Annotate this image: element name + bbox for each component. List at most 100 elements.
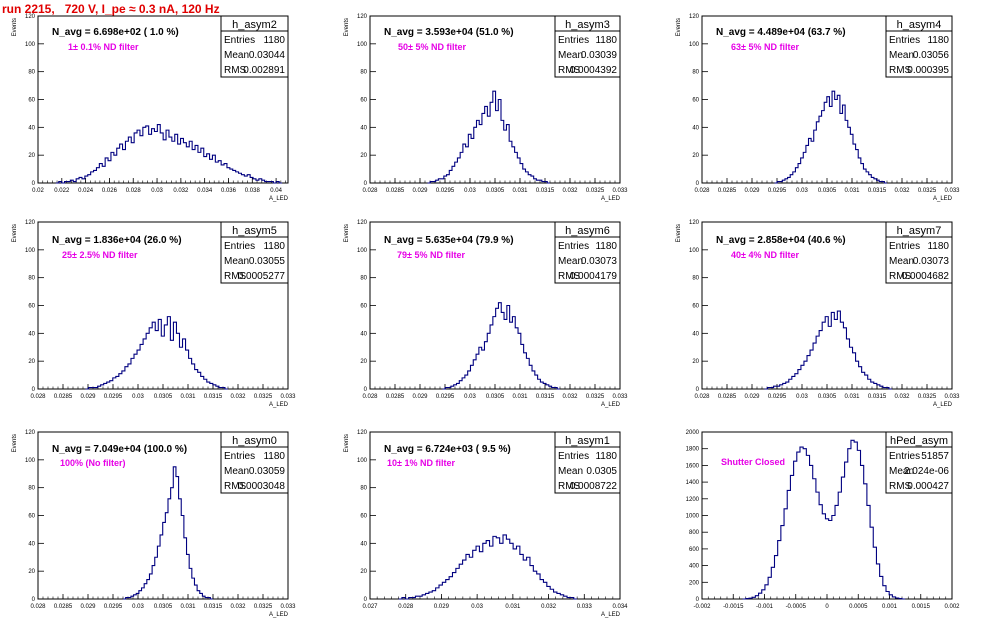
histogram-name: h_asym3: [565, 19, 610, 31]
stats-value-entries: 1180: [263, 241, 285, 252]
x-tick-label: 0.029: [434, 604, 450, 610]
x-tick-label: 0.0315: [868, 188, 887, 194]
stats-label-entries: Entries: [558, 241, 589, 252]
navg-label: N_avg = 3.593e+04 (51.0 %): [384, 27, 514, 38]
stats-value-mean: 0.03044: [249, 50, 286, 61]
x-tick-label: 0.0285: [386, 188, 405, 194]
stats-box: h_asym7 Entries 1180 Mean0.03073RMS0.000468…: [885, 221, 953, 284]
x-tick-label: 0.028: [694, 188, 710, 194]
y-tick-label: 120: [25, 430, 36, 436]
x-tick-label: 0.03: [464, 394, 476, 400]
stats-value-entries: 1180: [595, 241, 617, 252]
y-tick-label: 0: [364, 181, 368, 187]
x-tick-label: 0: [825, 604, 829, 610]
stats-label-entries: Entries: [224, 241, 255, 252]
stats-label-entries: Entries: [889, 35, 920, 46]
y-tick-label: 1400: [686, 480, 700, 486]
y-axis-label: Events: [12, 224, 18, 242]
stats-label-rms: RMS: [889, 271, 912, 282]
stats-box-frame: [220, 431, 289, 494]
stats-value-entries: 1180: [927, 35, 949, 46]
stats-label-rms: RMS: [224, 271, 247, 282]
filter-note: 100% (No filter): [60, 458, 126, 468]
x-tick-label: 0.033: [612, 188, 628, 194]
y-axis-label: Events: [676, 18, 682, 36]
y-tick-label: 100: [25, 248, 36, 254]
x-tick-label: 0.0325: [586, 394, 605, 400]
x-tick-label: 0.029: [744, 188, 760, 194]
x-tick-label: 0.033: [944, 394, 960, 400]
x-tick-label: 0.0295: [768, 188, 787, 194]
stats-label-mean: Mean: [224, 256, 249, 267]
x-tick-label: 0.032: [230, 604, 246, 610]
panel-h_asym3: 0.028 0.0285 0.029 0.0295 0.03 0.0305 0.031 0.0…: [344, 14, 628, 202]
y-tick-label: 40: [360, 541, 367, 547]
y-tick-label: 20: [360, 153, 367, 159]
x-tick-label: 0.0305: [154, 604, 173, 610]
y-tick-label: 80: [692, 276, 699, 282]
x-tick-label: 0.0295: [768, 394, 787, 400]
x-tick-label: 0.032: [541, 604, 557, 610]
x-tick-label: 0.028: [30, 394, 46, 400]
histogram-line: [85, 316, 228, 390]
x-tick-label: 0.03: [796, 188, 808, 194]
stats-box-frame: [885, 431, 953, 494]
x-tick-label: -0.0015: [723, 604, 744, 610]
panel-h_asym2: 0.02 0.022 0.024 0.026 0.028 0.03 0.032 0.034 0.…: [12, 14, 289, 202]
x-tick-label: 0.028: [362, 394, 378, 400]
y-tick-label: 120: [357, 220, 368, 226]
x-axis-label: A_LED: [601, 612, 621, 618]
y-tick-label: 120: [357, 14, 368, 20]
y-tick-label: 1800: [686, 447, 700, 453]
stats-label-mean: Mean: [224, 466, 249, 477]
y-tick-label: 100: [689, 42, 700, 48]
y-tick-label: 1200: [686, 497, 700, 503]
y-tick-label: 60: [360, 98, 367, 104]
x-axis-label: A_LED: [601, 196, 621, 202]
stats-label-entries: Entries: [558, 451, 589, 462]
x-tick-label: 0.02: [32, 188, 44, 194]
y-tick-label: 2000: [686, 430, 700, 436]
x-tick-label: 0.0325: [918, 394, 937, 400]
y-tick-label: 0: [32, 597, 36, 603]
x-tick-label: 0.0285: [718, 394, 737, 400]
histogram-name: h_asym5: [232, 225, 277, 237]
x-tick-label: 0.032: [894, 188, 910, 194]
x-tick-label: 0.036: [221, 188, 237, 194]
stats-value-entries: 1180: [263, 451, 285, 462]
x-tick-label: 0.028: [126, 188, 142, 194]
x-tick-label: 0.0285: [718, 188, 737, 194]
x-tick-label: 0.0295: [104, 394, 123, 400]
y-tick-label: 0: [364, 597, 368, 603]
stats-label-entries: Entries: [224, 35, 255, 46]
stats-box-frame: [554, 431, 621, 494]
histogram-name: h_asym4: [897, 19, 942, 31]
x-tick-label: 0.002: [944, 604, 960, 610]
x-tick-label: 0.0325: [918, 188, 937, 194]
x-tick-label: 0.034: [197, 188, 213, 194]
x-tick-label: 0.028: [694, 394, 710, 400]
stats-value-rms: 0.0004179: [570, 271, 618, 282]
y-tick-label: 40: [692, 125, 699, 131]
y-axis-label: Events: [12, 18, 18, 36]
x-tick-label: 0.028: [398, 604, 414, 610]
x-tick-label: 0.032: [173, 188, 189, 194]
x-tick-label: 0.024: [78, 188, 94, 194]
y-tick-label: 80: [692, 70, 699, 76]
histogram-line: [427, 90, 550, 184]
stats-value-rms: 0.0004682: [902, 271, 950, 282]
stats-box-frame: [220, 221, 289, 284]
y-tick-label: 200: [689, 580, 700, 586]
stats-label-mean: Mean: [889, 466, 914, 477]
filter-note: Shutter Closed: [721, 457, 785, 467]
stats-box: h_asym5 Entries 1180 Mean 0.03055RMS0.000527…: [220, 221, 289, 284]
filter-note: 1± 0.1% ND filter: [68, 42, 139, 52]
stats-box-frame: [885, 221, 953, 284]
stats-value-rms: 0.0003048: [238, 481, 286, 492]
y-tick-label: 120: [25, 14, 36, 20]
filter-note: 50± 5% ND filter: [398, 42, 466, 52]
